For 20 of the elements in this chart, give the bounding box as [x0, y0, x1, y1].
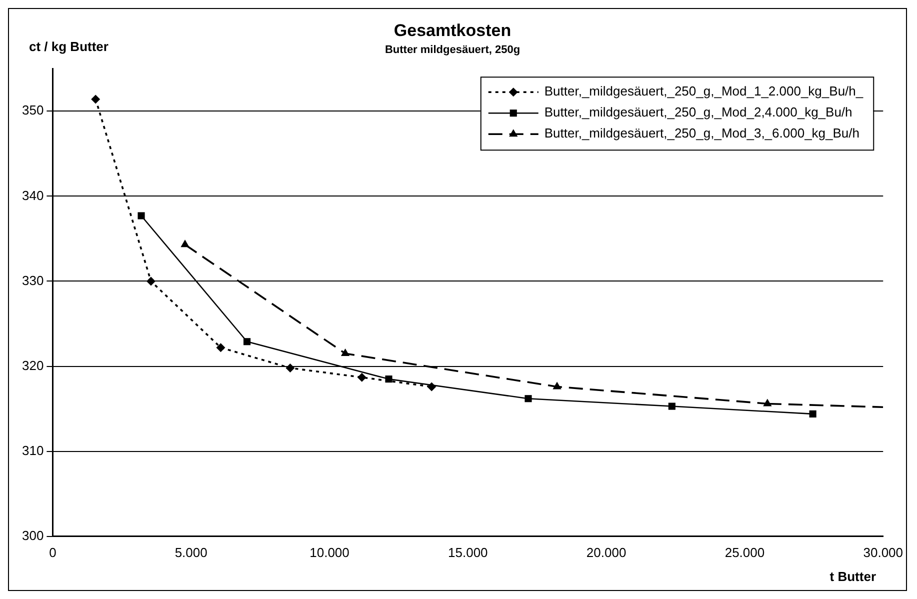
- x-tick-label: 30.000: [863, 544, 903, 560]
- y-tick-label: 340: [22, 188, 44, 203]
- x-tick-label: 15.000: [448, 544, 488, 560]
- x-tick-label: 0: [49, 544, 56, 560]
- legend-label: Butter,_mildgesäuert,_250_g,_Mod_1_2.000_kg_Bu/h_: [544, 84, 864, 99]
- x-tick-label: 5.000: [174, 544, 208, 560]
- y-tick-label: 330: [22, 272, 44, 288]
- y-tick-label: 300: [22, 528, 44, 543]
- x-axis-title: t Butter: [830, 569, 876, 584]
- y-tick-label: 320: [22, 358, 44, 373]
- y-tick-label: 350: [22, 102, 44, 118]
- y-tick-label: 310: [22, 442, 44, 458]
- legend-label: Butter,_mildgesäuert,_250_g,_Mod_3,_6.000_kg_Bu/h: [544, 126, 860, 141]
- x-tick-label: 20.000: [586, 544, 626, 560]
- x-tick-label: 10.000: [310, 544, 350, 560]
- y-axis-title: ct / kg Butter: [29, 39, 108, 54]
- chart-title: Gesamtkosten: [394, 20, 512, 40]
- x-tick-label: 25.000: [724, 544, 765, 560]
- legend-label: Butter,_mildgesäuert,_250_g,_Mod_2,4.000_kg_Bu/h: [544, 104, 852, 120]
- chart-subtitle: Butter mildgesäuert, 250g: [384, 44, 520, 56]
